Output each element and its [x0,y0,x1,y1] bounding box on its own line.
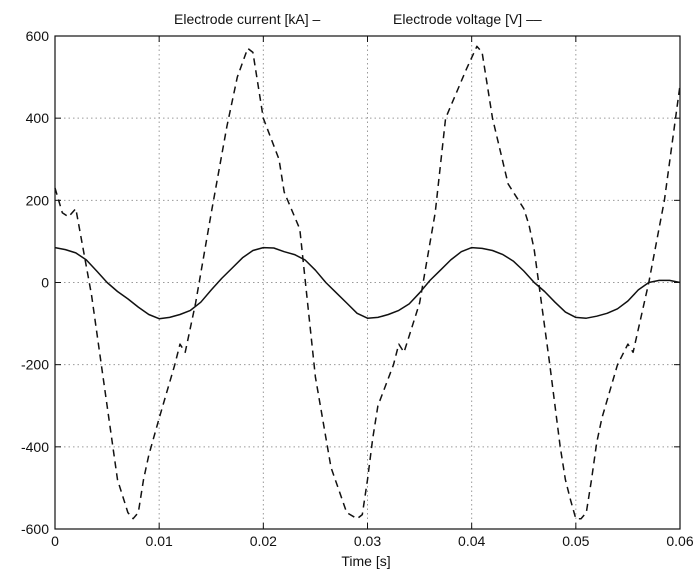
legend-voltage-label: Electrode voltage [V] –– [393,11,542,27]
x-axis-label: Time [s] [341,553,390,569]
x-tick-label: 0.01 [146,533,173,549]
x-tick-label: 0.05 [562,533,589,549]
y-tick-label: 200 [26,192,50,208]
y-tick-label: 400 [26,110,50,126]
y-tick-labels: -600 -400 -200 0 200 400 600 [21,28,49,537]
current-series-line [54,246,681,320]
x-tick-label: 0.04 [458,533,485,549]
y-tick-label: -200 [21,357,49,373]
x-tick-label: 0.03 [354,533,381,549]
voltage-series-line [54,45,681,520]
series-group [54,45,681,520]
y-tick-label: -600 [21,521,49,537]
x-tick-label: 0.02 [250,533,277,549]
grid-lines [55,36,680,529]
y-tick-label: 600 [26,28,50,44]
y-tick-label: -400 [21,439,49,455]
legend-current-label: Electrode current [kA] – [174,11,321,27]
x-tick-labels: 0 0.01 0.02 0.03 0.04 0.05 0.06 [51,533,694,549]
axis-ticks [54,35,681,530]
x-tick-label: 0 [51,533,59,549]
y-tick-label: 0 [41,275,49,291]
x-tick-label: 0.06 [666,533,693,549]
